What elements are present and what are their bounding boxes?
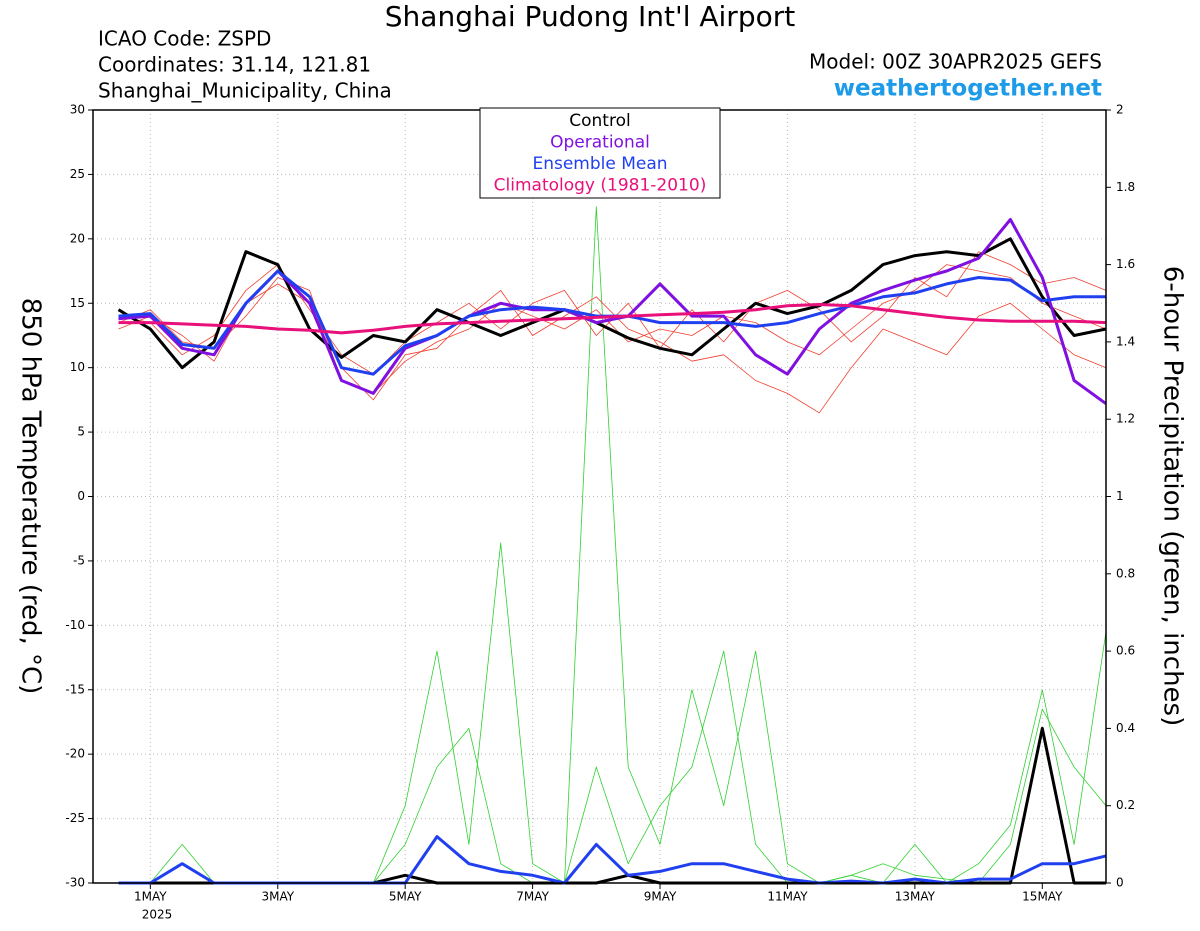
temperature-line — [118, 218, 1107, 405]
y2-tick-label: 0 — [1116, 876, 1124, 890]
y-tick-label: 0 — [77, 489, 85, 503]
y-tick-label: -25 — [65, 811, 85, 825]
info-line: ICAO Code: ZSPD — [98, 27, 271, 51]
y2-tick-label: 1.2 — [1116, 412, 1135, 426]
legend-box — [479, 107, 721, 199]
info-line: Coordinates: 31.14, 121.81 — [98, 53, 371, 77]
legend-entry: Operational — [550, 133, 650, 153]
y2-tick-label: 0.8 — [1116, 566, 1135, 580]
info-line: Shanghai_Municipality, China — [98, 79, 392, 103]
model-label: Model: 00Z 30APR2025 GEFS — [809, 50, 1102, 74]
y-tick-label: -15 — [65, 682, 85, 696]
y-tick-label: -20 — [65, 747, 85, 761]
x-tick-label: 13MAY — [895, 890, 936, 904]
y-tick-label: 5 — [77, 425, 85, 439]
x-tick-label: 9MAY — [644, 890, 677, 904]
y2-tick-label: 1.8 — [1116, 180, 1135, 194]
x-tick-label: 5MAY — [389, 890, 422, 904]
legend-entry: Control — [569, 111, 630, 131]
y-tick-label: 30 — [70, 103, 85, 117]
legend-entry: Climatology (1981-2010) — [494, 176, 707, 196]
plot-frame — [92, 109, 1107, 884]
y-tick-label: 15 — [70, 296, 85, 310]
temperature-member — [118, 283, 1107, 414]
temperature-member — [118, 264, 1107, 394]
temperature-line — [118, 269, 1106, 376]
y2-tick-label: 2 — [1116, 103, 1124, 117]
y2-axis-label: 6-hour Precipitation (green, inches) — [1158, 266, 1188, 726]
y-tick-label: 10 — [70, 360, 85, 374]
y-tick-label: -30 — [65, 876, 85, 890]
x-tick-label: 1MAY — [134, 890, 167, 904]
chart-title: Shanghai Pudong Int'l Airport — [385, 0, 795, 33]
y2-tick-label: 1.6 — [1116, 257, 1135, 271]
y-axis-label: 850 hPa Temperature (red, °C) — [16, 298, 46, 695]
x-tick-label: 3MAY — [261, 890, 294, 904]
x-tick-label: 11MAY — [767, 890, 808, 904]
precip-member — [118, 650, 1107, 884]
legend-entry: Ensemble Mean — [532, 154, 667, 174]
x-year-label: 2025 — [142, 908, 173, 922]
y2-tick-label: 1 — [1116, 489, 1124, 503]
y2-tick-label: 1.4 — [1116, 334, 1135, 348]
precip-member — [118, 206, 1107, 884]
x-tick-label: 15MAY — [1022, 890, 1063, 904]
y-tick-label: -5 — [73, 553, 85, 567]
website[interactable]: weathertogether.net — [834, 76, 1102, 102]
y-tick-label: 25 — [70, 167, 85, 181]
y2-tick-label: 0.4 — [1116, 721, 1135, 735]
y-tick-label: 20 — [70, 231, 85, 245]
x-tick-label: 7MAY — [516, 890, 549, 904]
temperature-line — [118, 303, 1107, 335]
y2-tick-label: 0.2 — [1116, 798, 1135, 812]
y-tick-label: -10 — [65, 618, 85, 632]
y2-tick-label: 0.6 — [1116, 644, 1135, 658]
